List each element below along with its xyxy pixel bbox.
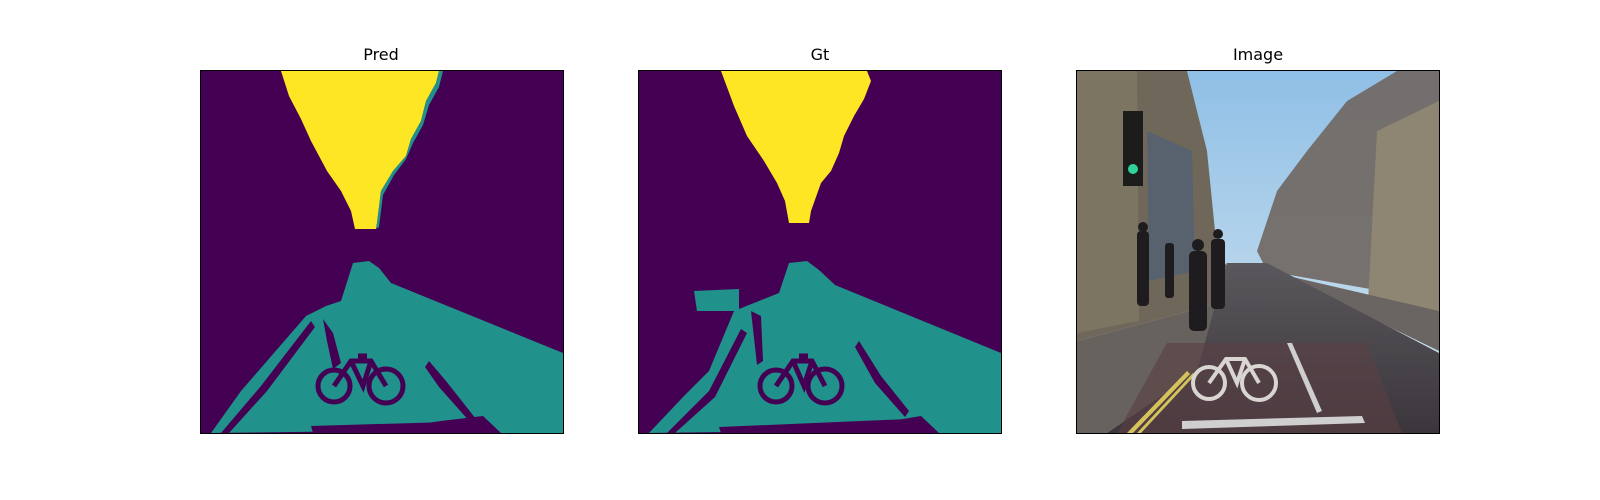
pred-segmentation-mask [201, 71, 563, 433]
bike-lane [1117, 343, 1402, 433]
pred-title: Pred [363, 45, 399, 64]
gt-road-region [649, 261, 1001, 433]
street-photo [1077, 71, 1439, 433]
building-right [1367, 101, 1439, 321]
pedestrians [1137, 222, 1225, 331]
gt-title: Gt [810, 45, 830, 64]
gt-panel [638, 70, 1002, 434]
pred-panel [200, 70, 564, 434]
gt-sky-region [721, 71, 871, 223]
pred-sky-region [281, 71, 439, 229]
image-panel [1076, 70, 1440, 434]
traffic-light [1123, 111, 1143, 186]
sidewalk-left [1077, 301, 1227, 433]
pred-road-region [211, 261, 563, 433]
pred-bicycle-marking [315, 353, 406, 406]
image-title: Image [1232, 45, 1284, 64]
gt-segmentation-mask [639, 71, 1001, 433]
bicycle-marking [1191, 357, 1278, 402]
gt-bicycle-marking [757, 353, 845, 406]
